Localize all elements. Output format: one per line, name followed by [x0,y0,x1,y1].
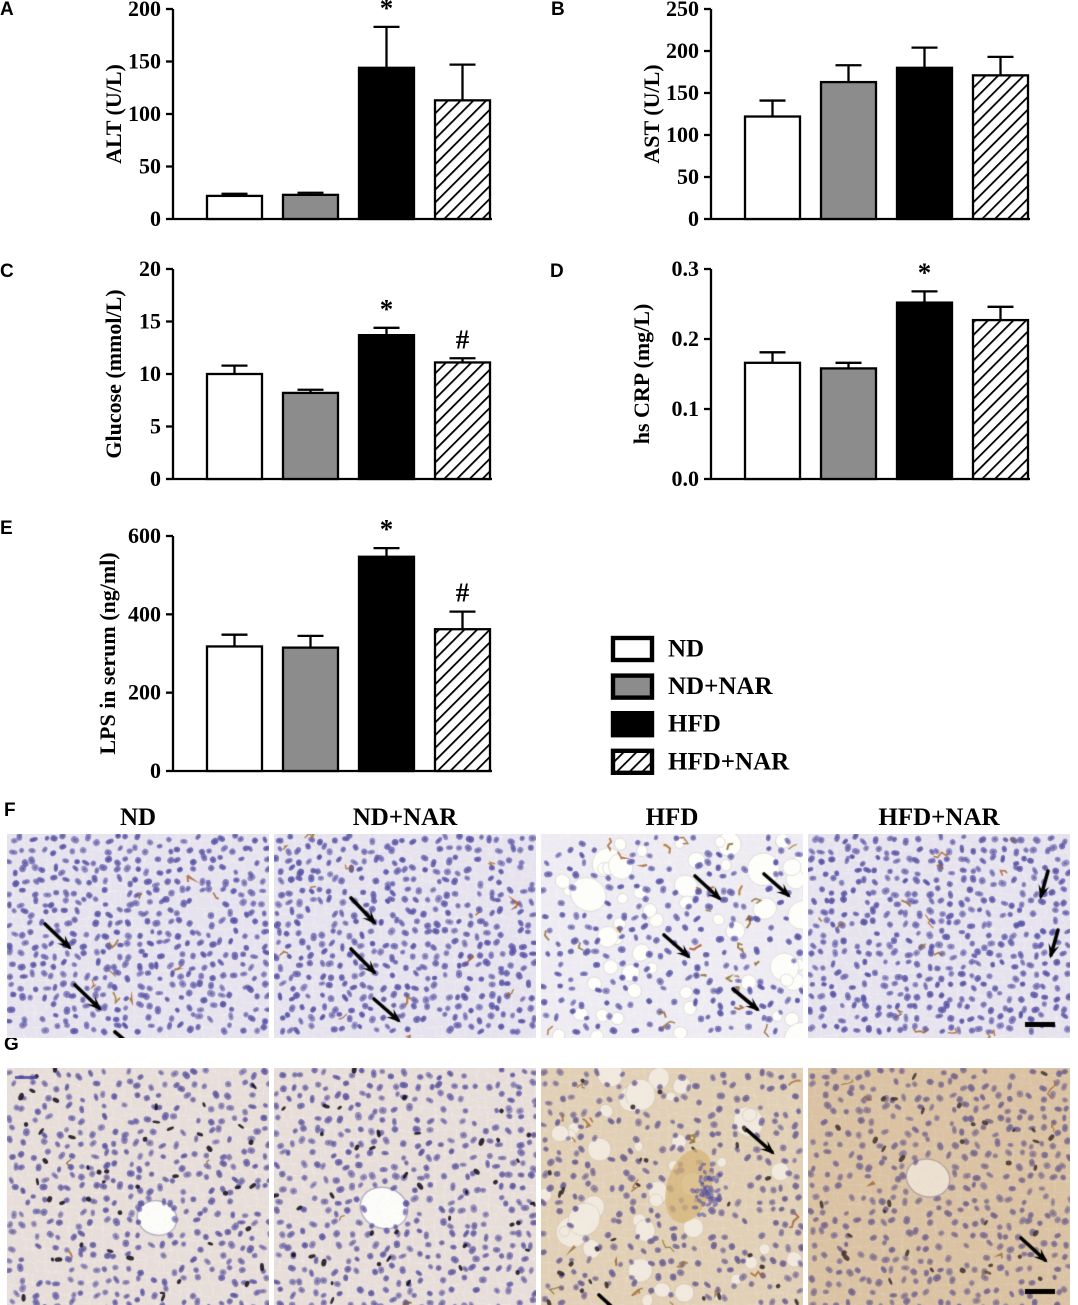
svg-text:250: 250 [666,0,699,21]
svg-text:0: 0 [150,758,161,783]
svg-text:HFD+NAR: HFD+NAR [668,748,790,775]
svg-text:200: 200 [128,680,161,705]
svg-text:100: 100 [128,101,161,126]
svg-text:*: * [380,514,394,544]
svg-text:600: 600 [128,523,161,548]
svg-text:0.0: 0.0 [672,466,700,491]
svg-text:0: 0 [688,206,699,231]
svg-text:*: * [380,294,394,324]
svg-text:ND: ND [668,636,704,663]
svg-text:0.3: 0.3 [672,256,700,281]
svg-text:AST (U/L): AST (U/L) [639,64,664,163]
svg-text:150: 150 [128,49,161,74]
svg-text:hs CRP (mg/L): hs CRP (mg/L) [629,304,654,445]
svg-text:400: 400 [128,601,161,626]
svg-text:ALT (U/L): ALT (U/L) [101,64,126,164]
svg-text:20: 20 [139,256,161,281]
svg-text:15: 15 [139,309,161,334]
svg-text:0: 0 [150,466,161,491]
svg-text:*: * [380,0,394,23]
svg-text:200: 200 [666,38,699,63]
svg-text:50: 50 [677,164,699,189]
svg-text:Glucose (mmol/L): Glucose (mmol/L) [101,289,126,458]
svg-text:*: * [918,257,932,287]
svg-text:#: # [456,324,470,354]
svg-text:150: 150 [666,80,699,105]
svg-text:ND+NAR: ND+NAR [668,673,773,700]
svg-text:HFD: HFD [668,711,721,738]
svg-text:LPS in serum (ng/ml): LPS in serum (ng/ml) [95,552,120,754]
svg-text:100: 100 [666,122,699,147]
svg-text:0.1: 0.1 [672,396,700,421]
svg-text:50: 50 [139,154,161,179]
svg-text:0.2: 0.2 [672,326,700,351]
svg-text:5: 5 [150,414,161,439]
svg-text:#: # [456,578,470,608]
svg-text:0: 0 [150,206,161,231]
svg-text:10: 10 [139,361,161,386]
svg-text:200: 200 [128,0,161,21]
